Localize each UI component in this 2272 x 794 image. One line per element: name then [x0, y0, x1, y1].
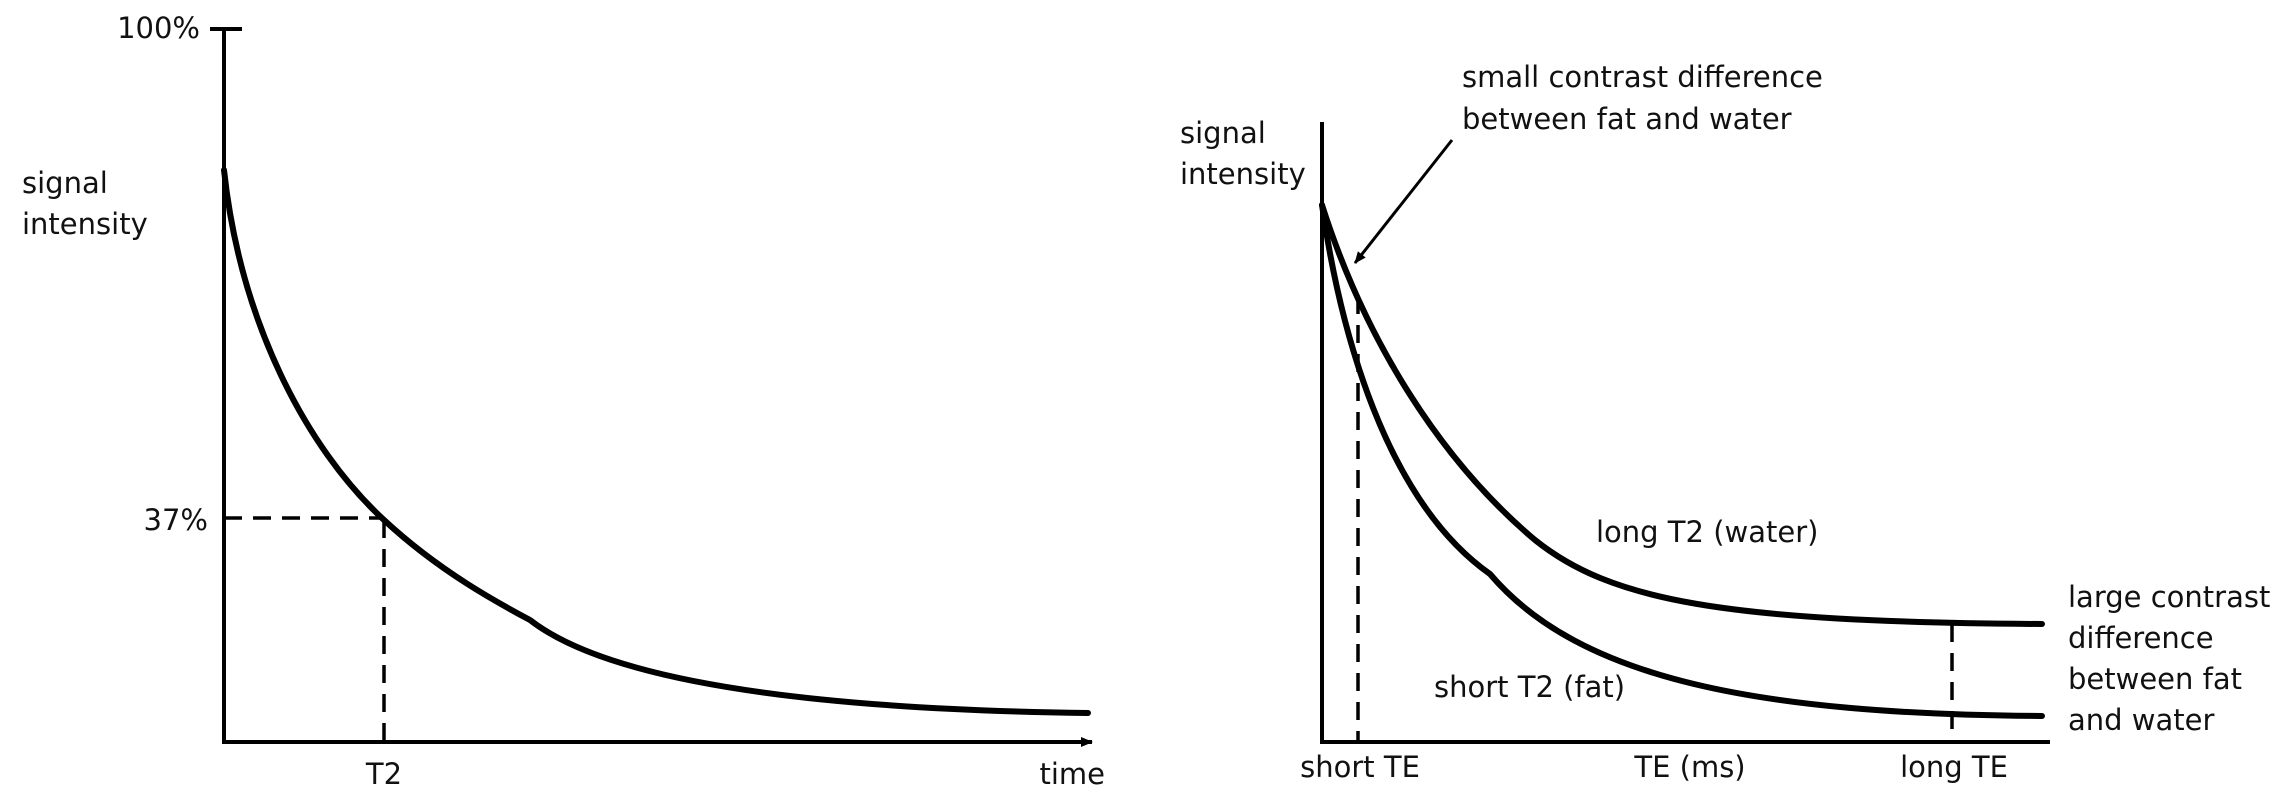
- large-contrast-annotation-line4: and water: [2068, 703, 2214, 737]
- large-contrast-annotation-line2: difference: [2068, 621, 2214, 655]
- large-contrast-annotation-line3: between fat: [2068, 662, 2242, 696]
- fat-curve: [1319, 202, 2045, 719]
- left-y-axis-label-line1: signal: [22, 166, 108, 200]
- water-curve: [1319, 202, 2045, 627]
- left-x-axis-label: time: [1039, 757, 1105, 791]
- right-contrast-chart: signal intensity small contrast differen…: [1180, 60, 2270, 784]
- left-x-marker-tick-label: T2: [365, 757, 402, 791]
- right-y-axis-label-line1: signal: [1180, 116, 1266, 150]
- fat-curve-label: short T2 (fat): [1434, 670, 1625, 704]
- small-contrast-annotation-line1: small contrast difference: [1462, 60, 1823, 94]
- left-decay-curve: [221, 167, 1091, 716]
- small-contrast-arrow: [1353, 139, 1454, 264]
- right-y-axis-label-line2: intensity: [1180, 157, 1306, 191]
- left-decay-chart: signal intensity 100% 37% T2 time: [22, 11, 1105, 791]
- small-contrast-annotation-line2: between fat and water: [1462, 102, 1792, 136]
- left-y-axis-label-line2: intensity: [22, 207, 148, 241]
- x-tick-short-te: short TE: [1300, 750, 1420, 784]
- left-y-top-tick-label: 100%: [117, 11, 200, 45]
- x-axis-label-te: TE (ms): [1633, 750, 1745, 784]
- left-y-marker-tick-label: 37%: [144, 503, 208, 537]
- x-tick-long-te: long TE: [1900, 750, 2008, 784]
- water-curve-label: long T2 (water): [1596, 515, 1818, 549]
- large-contrast-annotation-line1: large contrast: [2068, 580, 2270, 614]
